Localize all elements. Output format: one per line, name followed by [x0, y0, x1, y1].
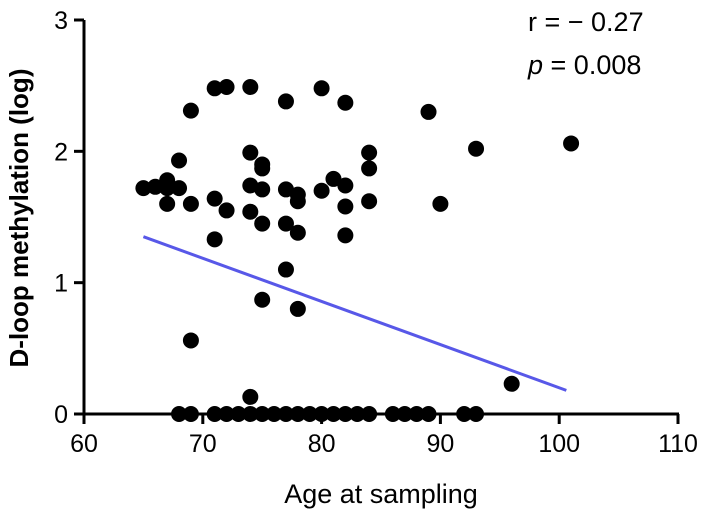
x-tick-label: 90 — [426, 430, 454, 458]
data-point — [563, 135, 580, 152]
r-value-annotation: r = − 0.27 — [528, 7, 644, 37]
x-tick-label: 110 — [658, 430, 698, 458]
y-tick-label: 3 — [54, 7, 68, 35]
data-point — [361, 144, 378, 161]
x-tick-label: 80 — [308, 430, 336, 458]
data-point — [468, 140, 485, 157]
data-point — [277, 261, 294, 278]
x-tick-label: 60 — [70, 430, 98, 458]
data-point — [420, 103, 437, 120]
data-point — [171, 180, 188, 197]
data-point — [147, 178, 164, 195]
data-point — [242, 388, 259, 405]
data-point — [182, 332, 199, 349]
y-tick-label: 2 — [54, 138, 68, 166]
data-point — [206, 190, 223, 207]
p-value-text: = 0.008 — [543, 50, 641, 80]
data-point — [218, 78, 235, 95]
x-tick-label: 100 — [538, 430, 580, 458]
data-point — [337, 94, 354, 111]
data-point — [254, 160, 271, 177]
x-axis-title: Age at sampling — [284, 479, 478, 509]
data-point — [254, 291, 271, 308]
x-tick-label: 70 — [189, 430, 217, 458]
data-point — [277, 215, 294, 232]
data-point — [182, 102, 199, 119]
data-point — [206, 231, 223, 248]
data-point — [325, 170, 342, 187]
data-point — [242, 203, 259, 220]
data-point — [289, 300, 306, 317]
y-axis-title: D-loop methylation (log) — [4, 69, 34, 368]
data-point — [242, 144, 259, 161]
data-point — [361, 160, 378, 177]
data-point — [254, 215, 271, 232]
data-point — [289, 224, 306, 241]
y-tick-label: 1 — [54, 270, 68, 298]
data-point — [432, 195, 449, 212]
data-point — [337, 198, 354, 215]
y-tick-label: 0 — [54, 401, 68, 429]
p-value-annotation: p = 0.008 — [527, 50, 641, 80]
data-point — [218, 202, 235, 219]
data-point — [242, 78, 259, 95]
data-point — [159, 195, 176, 212]
data-point — [135, 180, 152, 197]
tick-labels-layer: 60 70 80 90 100 110 0 1 2 3 — [54, 7, 698, 458]
data-point — [254, 181, 271, 198]
data-point — [337, 177, 354, 194]
data-point — [289, 193, 306, 210]
data-point — [361, 193, 378, 210]
data-point — [206, 80, 223, 97]
data-point — [182, 195, 199, 212]
p-symbol: p — [527, 50, 543, 80]
data-point — [159, 180, 176, 197]
data-point — [313, 182, 330, 199]
data-point — [171, 152, 188, 169]
regression-line-layer — [142, 235, 567, 392]
data-point — [337, 227, 354, 244]
data-point — [313, 80, 330, 97]
axes-layer — [74, 18, 680, 424]
regression-line — [142, 235, 567, 392]
data-point — [503, 375, 520, 392]
data-point — [277, 93, 294, 110]
